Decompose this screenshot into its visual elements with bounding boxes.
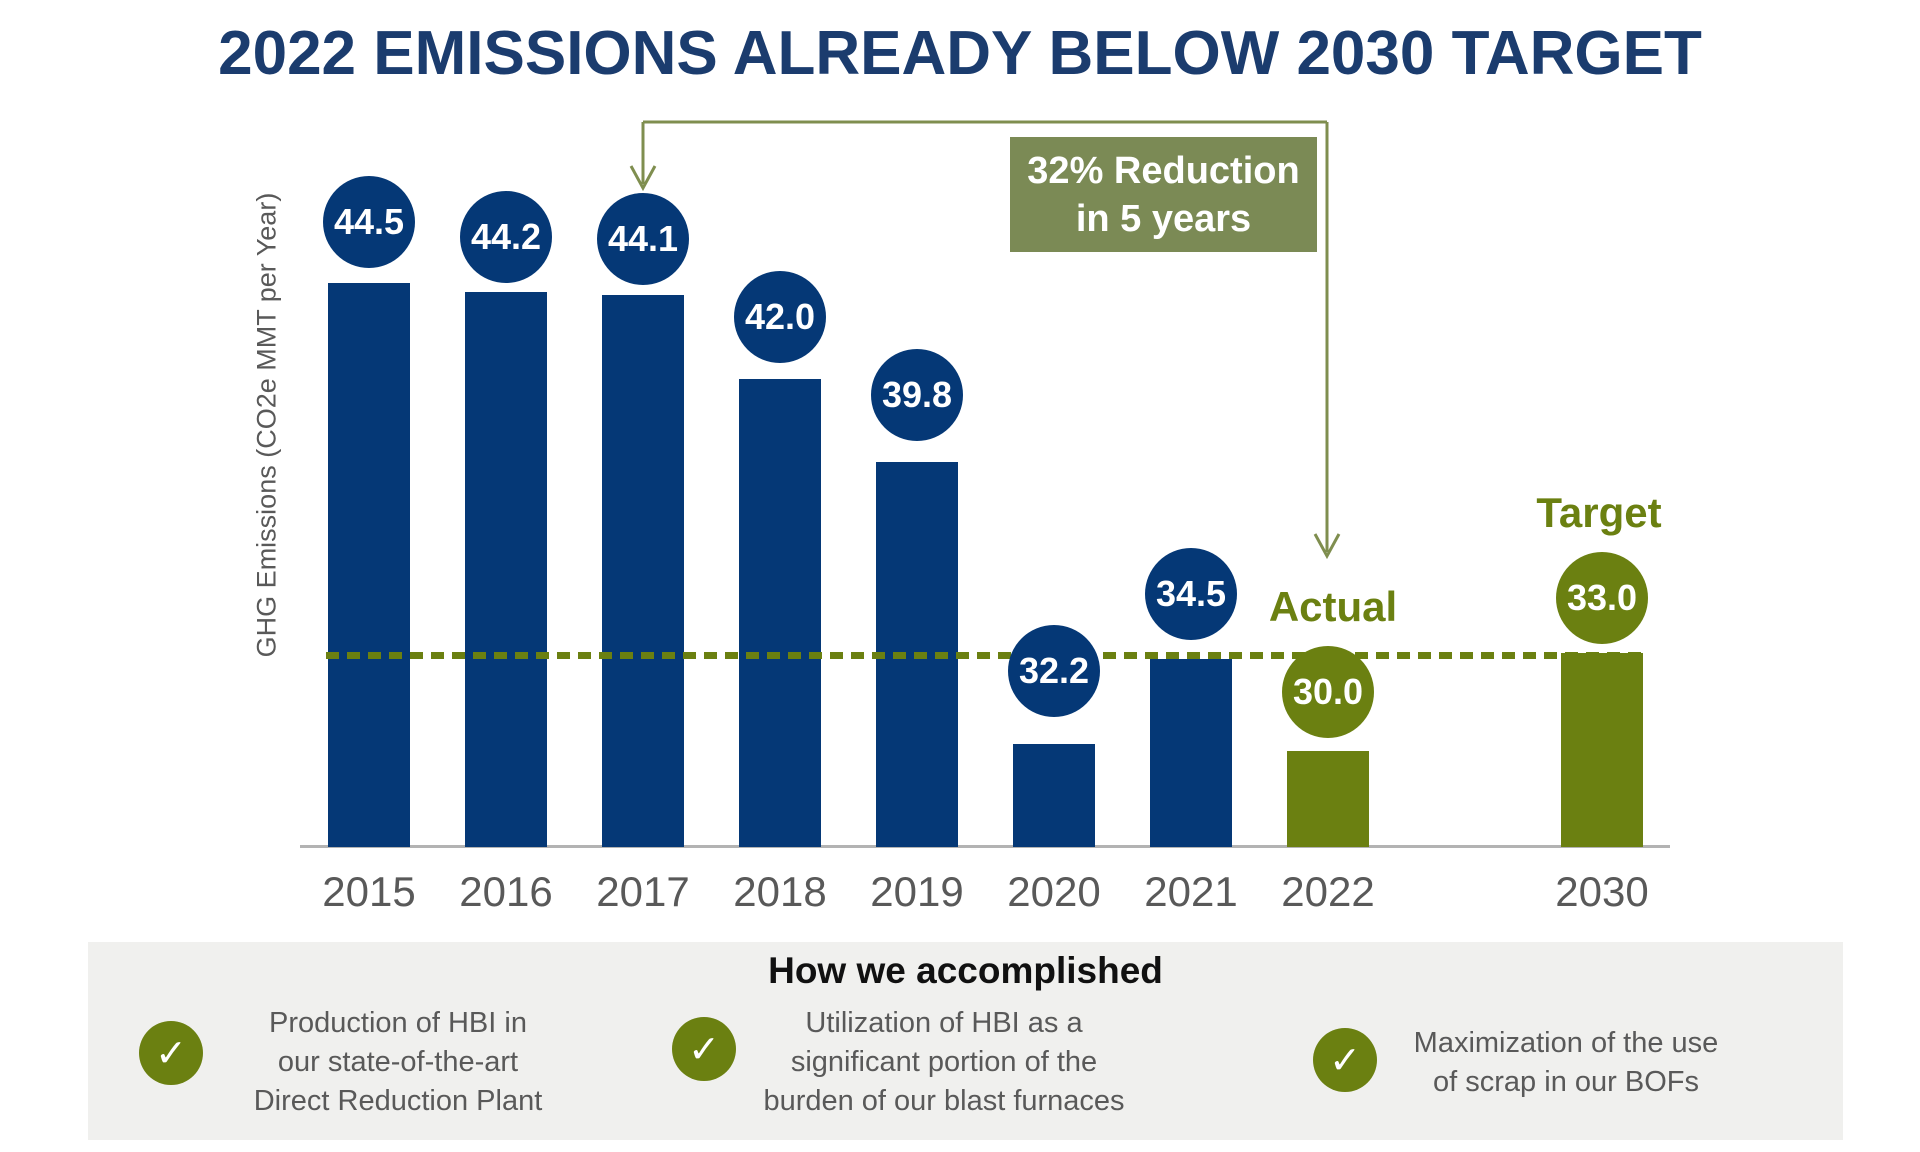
page-title: 2022 EMISSIONS ALREADY BELOW 2030 TARGET [218, 19, 1702, 88]
check-circle-2: ✓ [672, 1017, 736, 1081]
bar-2017 [602, 295, 684, 847]
value-circle-2021: 34.5 [1145, 548, 1237, 640]
checkmark-icon: ✓ [688, 1027, 720, 1071]
bar-2022 [1287, 751, 1369, 847]
accomplishment-item-3: Maximization of the use of scrap in our … [1413, 1027, 1719, 1098]
value-circle-2030: 33.0 [1556, 552, 1648, 644]
reduction-annotation-box: 32% Reduction in 5 years [1010, 137, 1317, 252]
value-circle-2015: 44.5 [323, 176, 415, 268]
x-axis-label-2018: 2018 [733, 868, 827, 915]
panel-title: How we accomplished [768, 950, 1163, 991]
accomplishment-item-2: Utilization of HBI as a significant port… [763, 1007, 1125, 1117]
bar-2021 [1150, 659, 1232, 847]
value-circle-2018: 42.0 [734, 271, 826, 363]
checkmark-icon: ✓ [1329, 1038, 1361, 1082]
value-circle-2017: 44.1 [597, 193, 689, 285]
x-axis-label-2022: 2022 [1281, 868, 1375, 915]
arrowhead-down-left [629, 165, 657, 192]
check-circle-3: ✓ [1313, 1028, 1377, 1092]
bar-2015 [328, 283, 410, 847]
value-circle-2022: 30.0 [1282, 646, 1374, 738]
check-circle-1: ✓ [139, 1021, 203, 1085]
x-axis-label-2017: 2017 [596, 868, 690, 915]
target-dashed-line [326, 652, 1643, 659]
arrowhead-down-right [1313, 533, 1341, 560]
value-circle-2016: 44.2 [460, 191, 552, 283]
y-axis-label: GHG Emissions (CO2e MMT per Year) [251, 192, 282, 658]
bar-2030 [1561, 653, 1643, 847]
checkmark-icon: ✓ [155, 1031, 187, 1075]
value-circle-2019: 39.8 [871, 349, 963, 441]
bar-2018 [739, 379, 821, 847]
bar-2020 [1013, 744, 1095, 847]
x-axis-label-2015: 2015 [322, 868, 416, 915]
x-axis-label-2020: 2020 [1007, 868, 1101, 915]
actual-label: Actual [1268, 583, 1398, 630]
x-axis-label-2016: 2016 [459, 868, 553, 915]
x-axis-label-2021: 2021 [1144, 868, 1238, 915]
value-circle-2020: 32.2 [1008, 625, 1100, 717]
bar-2016 [465, 292, 547, 847]
accomplishment-item-1: Production of HBI in our state-of-the-ar… [253, 1007, 543, 1117]
accomplishments-panel: How we accomplished ✓ Production of HBI … [88, 942, 1843, 1140]
x-axis-label-2030: 2030 [1555, 868, 1649, 915]
x-axis-label-2019: 2019 [870, 868, 964, 915]
target-label: Target [1536, 489, 1662, 536]
x-axis-line [300, 845, 1670, 848]
